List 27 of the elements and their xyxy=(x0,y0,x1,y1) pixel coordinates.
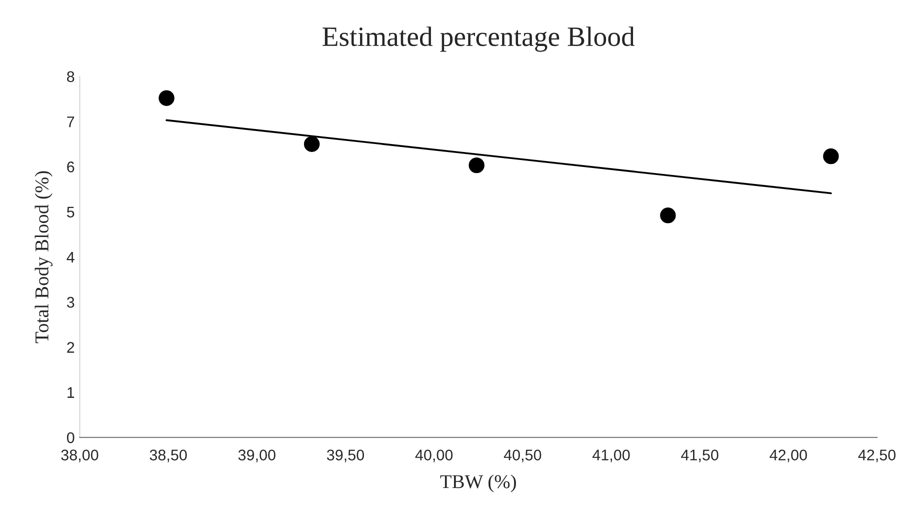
y-tick-label: 2 xyxy=(67,342,74,353)
x-tick-label: 40,00 xyxy=(415,450,453,462)
x-axis-title: TBW (%) xyxy=(440,474,516,492)
x-tick-label: 39,50 xyxy=(326,450,364,462)
x-tick-label: 38,50 xyxy=(150,450,187,462)
point xyxy=(304,136,320,152)
point xyxy=(158,90,174,106)
x-tick-label: 41,00 xyxy=(592,450,630,462)
y-tick-label: 6 xyxy=(67,162,74,172)
x-tick-label: 41,50 xyxy=(681,450,718,462)
x-tick-label: 42,50 xyxy=(858,450,896,462)
point xyxy=(660,208,676,224)
y-tick-label: 8 xyxy=(67,71,74,82)
x-tick-label: 38,00 xyxy=(61,450,98,462)
point xyxy=(823,148,839,164)
y-tick-label: 0 xyxy=(66,432,74,444)
y-tick-label: 7 xyxy=(67,116,74,128)
y-tick-label: 5 xyxy=(66,206,74,218)
point xyxy=(468,157,484,174)
chart-title: Estimated percentage Blood xyxy=(322,26,635,52)
x-tick-label: 40,50 xyxy=(504,450,542,462)
y-tick-label: 1 xyxy=(68,387,74,398)
x-tick-label: 42,00 xyxy=(770,450,807,462)
x-tick-label: 39,00 xyxy=(238,450,276,462)
y-axis-title: Total Body Blood (%) xyxy=(34,171,52,344)
y-tick-label: 4 xyxy=(66,252,74,262)
y-tick-label: 3 xyxy=(66,296,74,308)
